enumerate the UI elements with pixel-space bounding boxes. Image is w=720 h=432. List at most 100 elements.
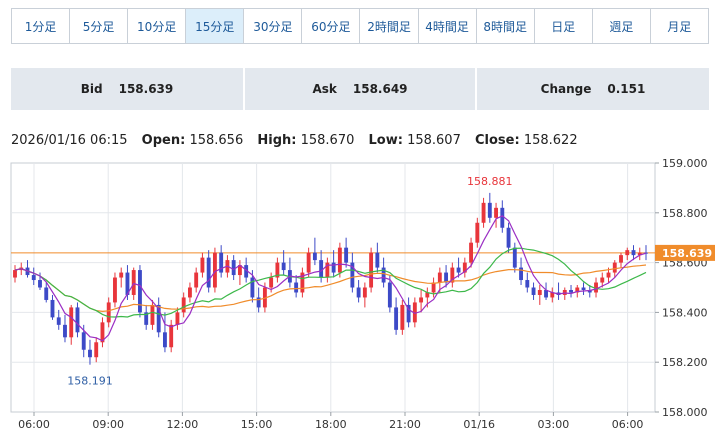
candle-body xyxy=(625,250,630,256)
candle-body xyxy=(644,252,648,254)
current-price-label: 158.639 xyxy=(662,247,712,260)
low-label: Low: xyxy=(368,133,403,148)
candle-body xyxy=(425,292,430,298)
candle-body xyxy=(375,252,380,268)
change-box: Change 0.151 xyxy=(477,68,709,110)
candle-body xyxy=(306,252,311,273)
candle-body xyxy=(113,277,117,303)
tab-60min[interactable]: 60分足 xyxy=(302,9,361,43)
candle-body xyxy=(481,202,486,223)
tab-1min[interactable]: 1分足 xyxy=(12,9,71,43)
candle-body xyxy=(550,292,555,298)
candle-body xyxy=(381,267,386,283)
candle-body xyxy=(206,257,211,288)
candle-body xyxy=(500,207,505,228)
candle-body xyxy=(187,287,192,298)
tab-2hour[interactable]: 2時間足 xyxy=(360,9,419,43)
candle-body xyxy=(212,252,217,288)
candle-body xyxy=(594,282,598,293)
tab-10min[interactable]: 10分足 xyxy=(128,9,187,43)
y-tick-label: 158.200 xyxy=(662,356,708,369)
candle-body xyxy=(75,307,80,333)
candle-body xyxy=(256,297,261,308)
candle-body xyxy=(88,349,92,358)
candle-body xyxy=(600,277,605,283)
candle-body xyxy=(637,252,642,256)
ohlc-datetime: 2026/01/16 06:15 xyxy=(11,133,128,148)
x-tick-label: 06:00 xyxy=(18,418,50,431)
candle-body xyxy=(106,302,111,323)
candle-body xyxy=(250,277,255,298)
candle-body xyxy=(194,272,199,288)
candle-body xyxy=(94,342,99,358)
tab-weekly[interactable]: 週足 xyxy=(592,9,651,43)
candle-body xyxy=(456,267,461,273)
candle-body xyxy=(469,242,474,263)
candle-body xyxy=(531,287,536,295)
tab-4hour[interactable]: 4時間足 xyxy=(418,9,477,43)
candle-body xyxy=(337,247,342,273)
tab-8hour[interactable]: 8時間足 xyxy=(476,9,535,43)
candle-body xyxy=(69,307,74,338)
candle-body xyxy=(125,272,130,295)
candle-body xyxy=(431,282,436,293)
tab-daily[interactable]: 日足 xyxy=(534,9,593,43)
candle-body xyxy=(63,324,67,338)
candle-body xyxy=(44,287,49,300)
open-value: 158.656 xyxy=(189,133,244,148)
candle-body xyxy=(56,317,61,325)
tab-30min[interactable]: 30分足 xyxy=(244,9,303,43)
candle-body xyxy=(450,267,455,283)
change-label: Change xyxy=(540,82,592,96)
high-annotation: 158.881 xyxy=(467,175,513,188)
tab-15min[interactable]: 15分足 xyxy=(186,9,245,43)
candle-body xyxy=(369,252,374,288)
candle-body xyxy=(231,260,236,276)
candle-body xyxy=(387,282,392,308)
candle-body xyxy=(144,312,149,325)
candle-body xyxy=(631,250,636,256)
tab-monthly[interactable]: 月足 xyxy=(650,9,708,43)
candle-body xyxy=(544,289,548,298)
candle-body xyxy=(356,287,361,298)
change-value: 0.151 xyxy=(607,82,646,96)
open-label: Open: xyxy=(141,133,186,148)
candle-body xyxy=(38,280,42,288)
candle-body xyxy=(575,287,580,293)
ohlc-readout: 2026/01/16 06:15 Open: 158.656 High: 158… xyxy=(11,133,578,148)
candle-body xyxy=(569,289,573,293)
x-tick-label: 01/16 xyxy=(463,418,495,431)
candle-body xyxy=(406,304,411,323)
candle-body xyxy=(587,289,592,293)
candle-body xyxy=(319,260,324,278)
x-tick-label: 12:00 xyxy=(167,418,199,431)
candle-body xyxy=(131,270,136,295)
candle-body xyxy=(350,262,355,288)
x-tick-label: 15:00 xyxy=(241,418,273,431)
y-tick-label: 158.000 xyxy=(662,406,708,419)
candle-body xyxy=(300,272,305,293)
candle-body xyxy=(475,222,480,243)
x-tick-label: 06:00 xyxy=(612,418,644,431)
candle-body xyxy=(537,289,542,295)
candle-body xyxy=(344,247,349,263)
x-tick-label: 03:00 xyxy=(538,418,570,431)
x-tick-label: 21:00 xyxy=(389,418,421,431)
ma-short-line xyxy=(14,215,647,342)
tab-5min[interactable]: 5分足 xyxy=(70,9,129,43)
candle-body xyxy=(219,252,224,273)
ma-mid-line xyxy=(14,247,647,318)
ask-value: 158.649 xyxy=(352,82,408,96)
candle-body xyxy=(138,270,142,313)
candle-body xyxy=(163,332,167,348)
candle-body xyxy=(294,282,299,293)
close-label: Close: xyxy=(475,133,520,148)
candle-body xyxy=(331,262,336,273)
candle-body xyxy=(31,275,36,281)
candle-body xyxy=(237,265,242,276)
y-tick-label: 158.800 xyxy=(662,207,708,220)
bid-box: Bid 158.639 xyxy=(11,68,243,110)
candle-body xyxy=(281,262,286,271)
candle-body xyxy=(419,297,424,303)
